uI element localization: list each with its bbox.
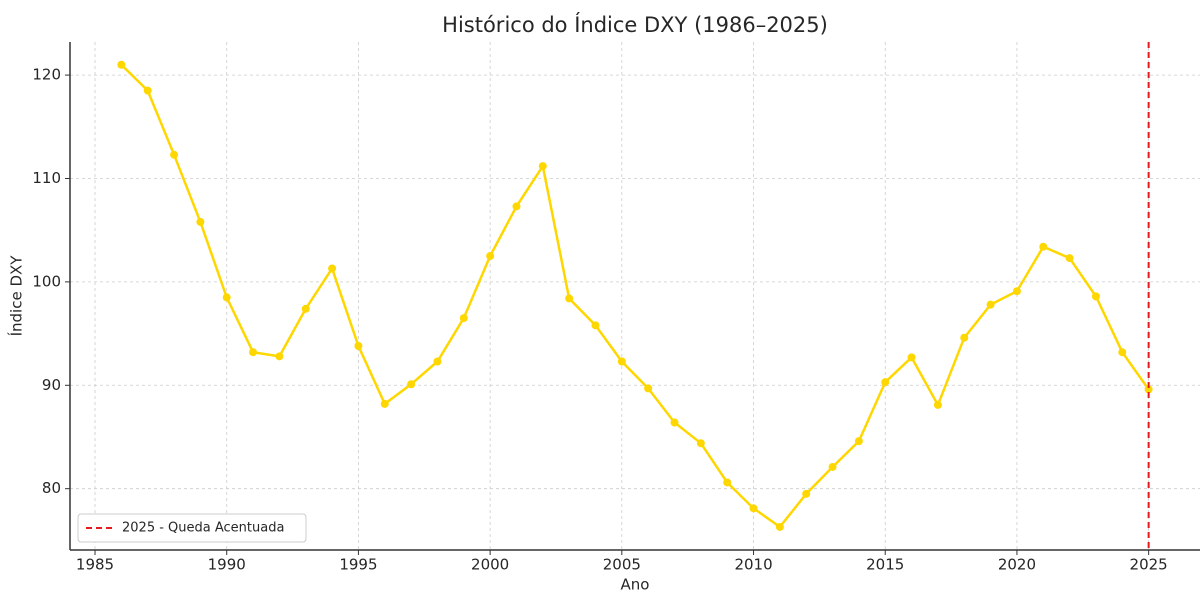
point <box>170 150 179 159</box>
x-tick-label: 1990 <box>208 556 246 574</box>
x-tick-label: 2015 <box>866 556 904 574</box>
point <box>328 264 337 273</box>
point <box>143 86 152 95</box>
point <box>749 504 758 513</box>
point <box>1012 287 1021 296</box>
point <box>881 378 890 387</box>
point <box>775 522 784 531</box>
point <box>486 252 495 261</box>
point <box>933 400 942 409</box>
chart-title: Histórico do Índice DXY (1986–2025) <box>442 12 828 37</box>
point <box>565 294 574 303</box>
y-axis-label: Índice DXY <box>7 255 26 337</box>
y-tick-label: 80 <box>42 479 61 497</box>
point <box>907 353 916 362</box>
point <box>354 341 363 350</box>
point <box>1144 385 1153 394</box>
y-tick-label: 100 <box>32 272 61 290</box>
point <box>828 462 837 471</box>
point <box>960 333 969 342</box>
point <box>249 348 258 357</box>
point <box>986 300 995 309</box>
x-tick-label: 2010 <box>734 556 772 574</box>
point <box>301 304 310 313</box>
point <box>433 357 442 366</box>
point <box>459 314 468 323</box>
y-tick-label: 110 <box>32 169 61 187</box>
x-tick-label: 1995 <box>339 556 377 574</box>
x-tick-label: 2020 <box>998 556 1036 574</box>
x-tick-label: 1985 <box>76 556 114 574</box>
x-tick-label: 2025 <box>1130 556 1168 574</box>
line <box>120 63 1150 529</box>
point <box>644 384 653 393</box>
x-tick-label: 2000 <box>471 556 509 574</box>
point <box>1065 254 1074 263</box>
point <box>1091 292 1100 301</box>
legend-box <box>77 513 307 543</box>
point <box>380 399 389 408</box>
point <box>196 217 205 226</box>
point <box>591 321 600 330</box>
point <box>512 202 521 211</box>
legend-label: 2025 - Queda Acentuada <box>122 521 284 536</box>
point <box>1039 242 1048 251</box>
point <box>407 380 416 389</box>
point <box>1118 348 1127 357</box>
point <box>670 418 679 427</box>
point <box>696 439 705 448</box>
point <box>617 357 626 366</box>
point <box>723 478 732 487</box>
point <box>222 293 231 302</box>
y-tick-label: 120 <box>32 66 61 84</box>
point <box>854 437 863 446</box>
point <box>117 60 126 69</box>
y-tick-label: 90 <box>42 376 61 394</box>
x-axis-label: Ano <box>621 576 650 594</box>
point <box>802 489 811 498</box>
x-tick-label: 2005 <box>603 556 641 574</box>
point <box>538 162 547 171</box>
point <box>275 352 284 361</box>
